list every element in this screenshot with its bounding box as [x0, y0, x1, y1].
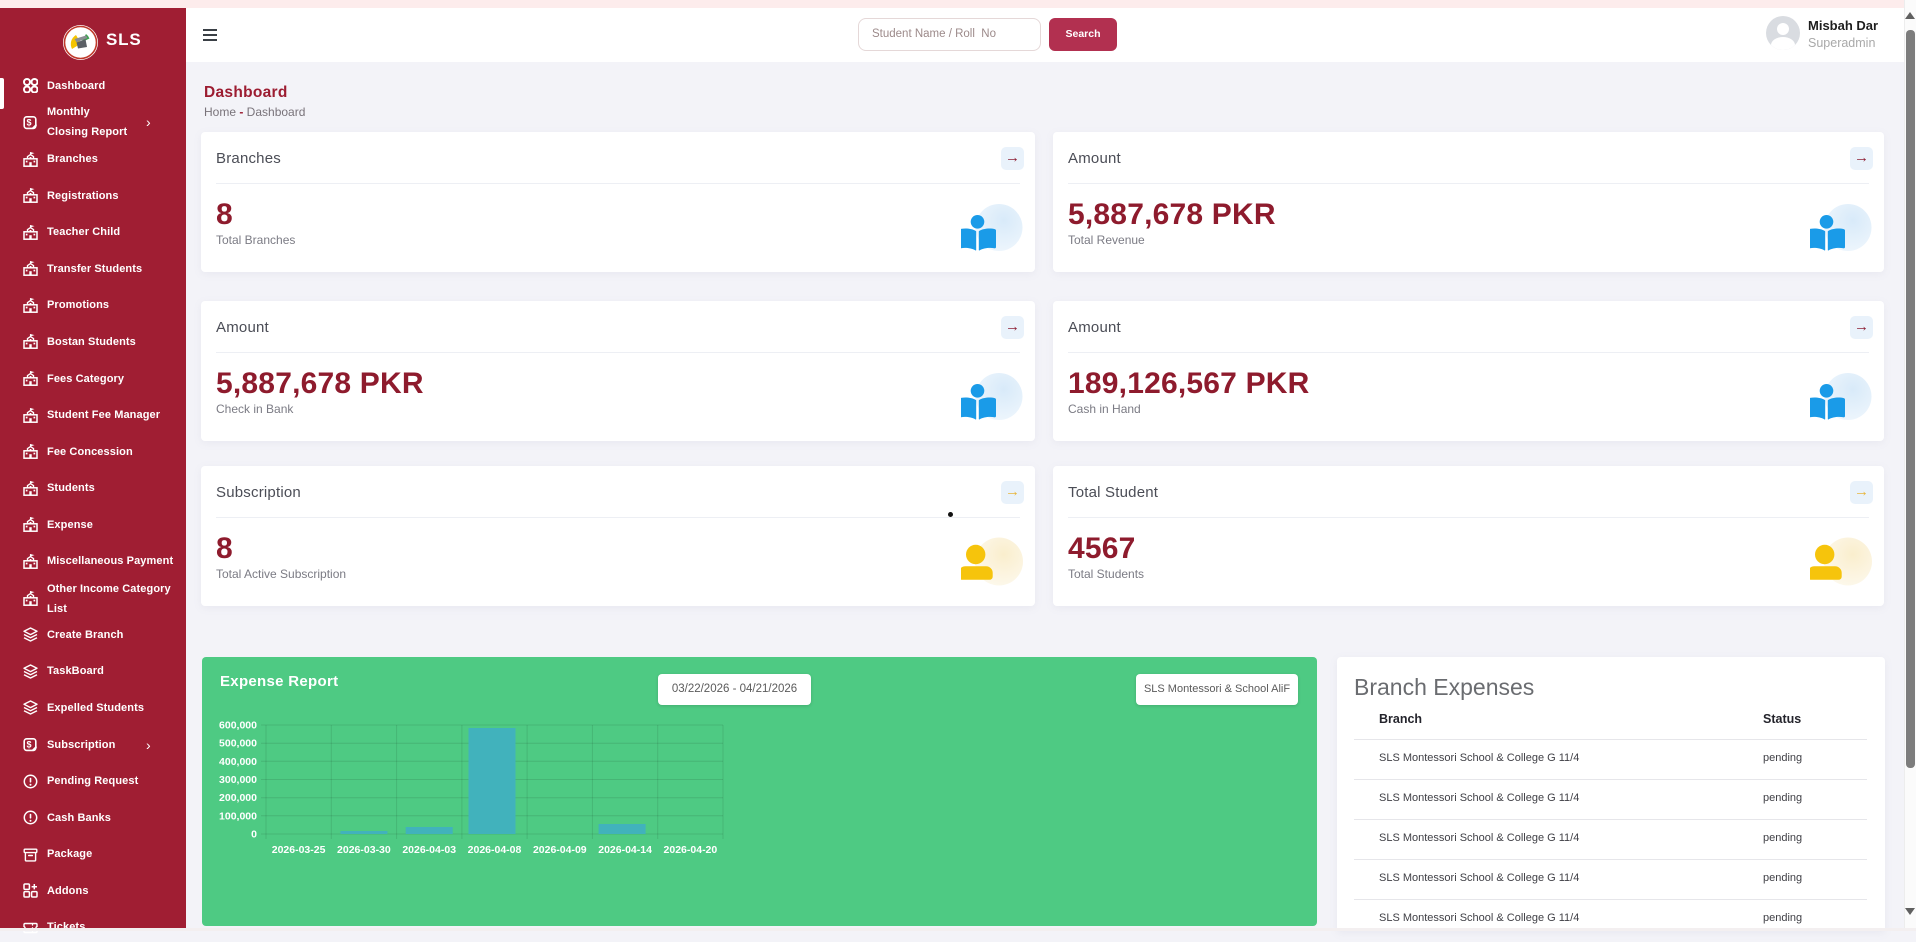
- svg-text:2026-04-03: 2026-04-03: [402, 844, 456, 856]
- svg-text:2026-04-08: 2026-04-08: [468, 844, 522, 856]
- svg-text:400,000: 400,000: [219, 756, 257, 768]
- svg-text:200,000: 200,000: [219, 792, 257, 804]
- svg-text:2026-03-25: 2026-03-25: [272, 844, 326, 856]
- svg-text:2026-04-09: 2026-04-09: [533, 844, 587, 856]
- svg-text:500,000: 500,000: [219, 738, 257, 750]
- svg-text:100,000: 100,000: [219, 810, 257, 822]
- svg-text:600,000: 600,000: [219, 720, 257, 732]
- svg-text:2026-03-30: 2026-03-30: [337, 844, 391, 856]
- svg-text:2026-04-20: 2026-04-20: [664, 844, 718, 856]
- svg-text:300,000: 300,000: [219, 774, 257, 786]
- svg-text:2026-04-14: 2026-04-14: [598, 844, 652, 856]
- svg-text:0: 0: [251, 829, 257, 841]
